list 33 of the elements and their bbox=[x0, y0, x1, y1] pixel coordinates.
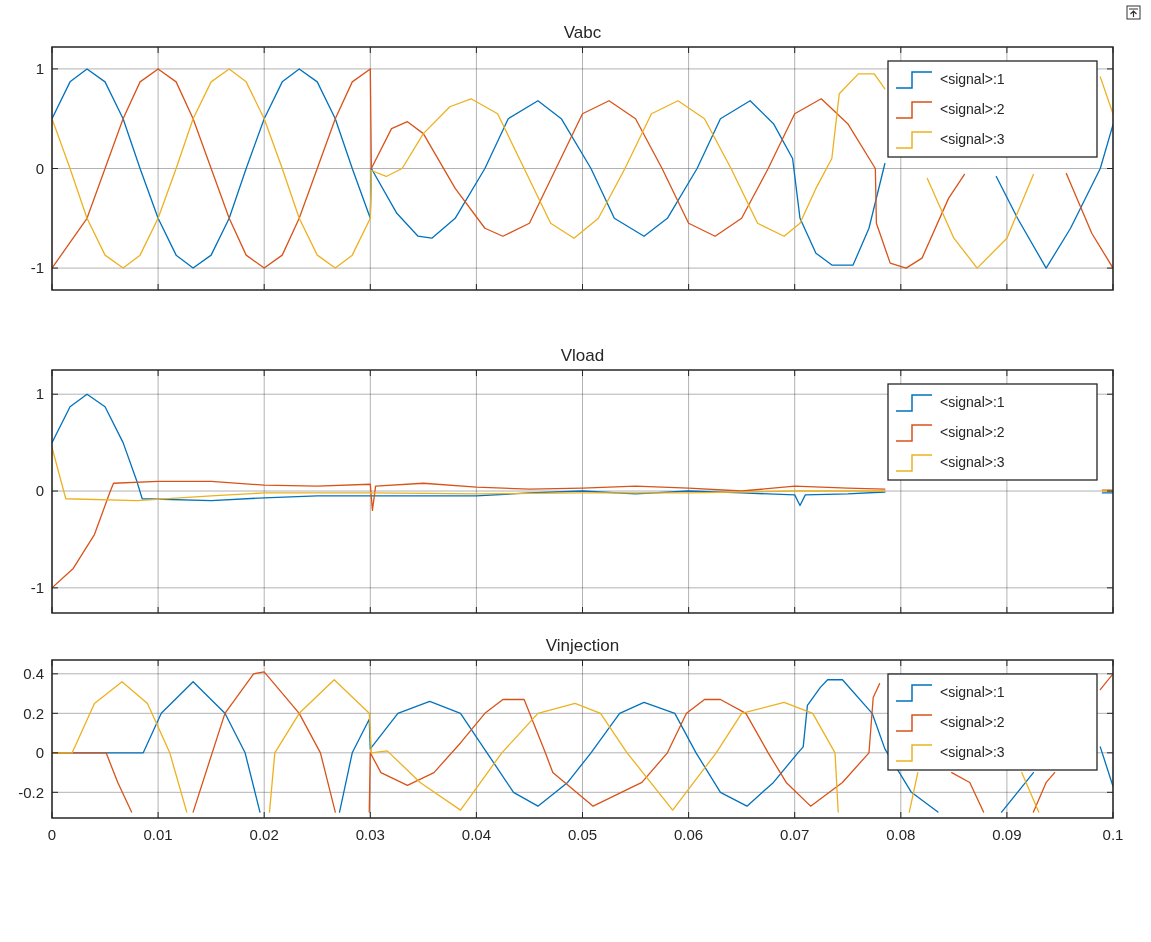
x-tick-label: 0 bbox=[47, 826, 57, 843]
chart-title: Vabc bbox=[563, 23, 602, 42]
y-tick-label: -1 bbox=[30, 579, 44, 597]
y-tick-label: 1 bbox=[35, 60, 44, 78]
legend-label: <signal>:2 bbox=[940, 100, 1005, 117]
legend-label: <signal>:2 bbox=[940, 713, 1005, 730]
y-tick-label: 0 bbox=[35, 159, 44, 177]
y-tick-label: 1 bbox=[35, 385, 44, 403]
chart-title: Vinjection bbox=[545, 636, 620, 655]
x-tick-label: 0.07 bbox=[780, 826, 810, 843]
y-tick-label: 0 bbox=[35, 482, 44, 500]
y-tick-label: 0.4 bbox=[23, 665, 44, 683]
x-tick-label: 0.03 bbox=[355, 826, 385, 843]
legend-label: <signal>:3 bbox=[940, 453, 1005, 470]
legend-label: <signal>:3 bbox=[940, 130, 1005, 147]
y-tick-label: 0 bbox=[35, 744, 44, 762]
y-tick-label: -1 bbox=[30, 259, 44, 277]
y-tick-label: -0.2 bbox=[18, 783, 44, 801]
x-tick-label: 0.05 bbox=[567, 826, 598, 843]
x-tick-label: 0.04 bbox=[461, 826, 491, 843]
legend-label: <signal>:1 bbox=[940, 683, 1005, 700]
x-tick-label: 0.01 bbox=[143, 826, 173, 843]
x-tick-label: 0.08 bbox=[886, 826, 916, 843]
x-tick-label: 0.1 bbox=[1102, 826, 1124, 843]
chart-title: Vload bbox=[560, 346, 605, 365]
legend-label: <signal>:1 bbox=[940, 393, 1005, 410]
x-tick-label: 0.02 bbox=[249, 826, 279, 843]
legend-label: <signal>:2 bbox=[940, 423, 1005, 440]
x-tick-label: 0.09 bbox=[992, 826, 1022, 843]
legend-label: <signal>:1 bbox=[940, 70, 1005, 87]
y-tick-label: 0.2 bbox=[23, 704, 44, 722]
x-tick-label: 0.06 bbox=[674, 826, 704, 843]
legend-label: <signal>:3 bbox=[940, 743, 1005, 760]
